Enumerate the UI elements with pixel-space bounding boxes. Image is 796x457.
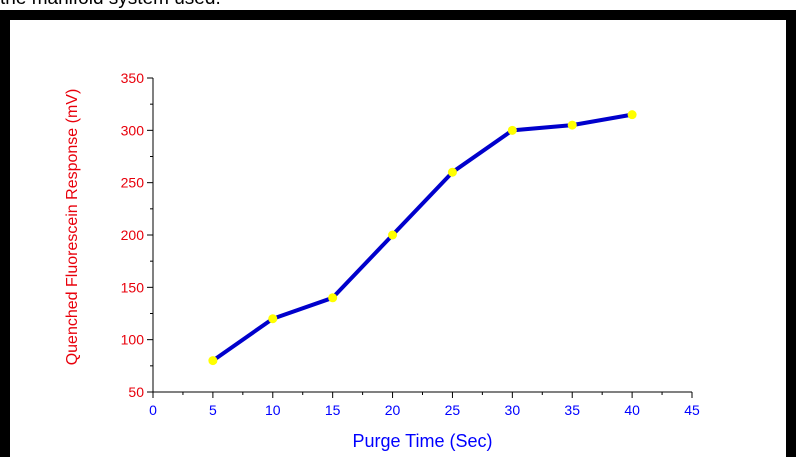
y-tick-label: 150 [121, 279, 145, 295]
figure-caption-fragment: the manifold system used. [0, 0, 221, 10]
y-tick-label: 200 [121, 227, 145, 243]
x-tick-label: 10 [265, 402, 281, 418]
x-axis-title: Purge Time (Sec) [352, 431, 492, 451]
x-tick-label: 35 [564, 402, 580, 418]
data-points [208, 110, 637, 366]
y-axis-title: Quenched Fluorescein Response (mV) [64, 89, 81, 366]
data-point [328, 293, 338, 303]
data-point [567, 120, 577, 130]
x-tick-label: 15 [325, 402, 341, 418]
data-point [627, 110, 637, 120]
y-tick-label: 250 [121, 175, 145, 191]
x-tick-label: 40 [624, 402, 640, 418]
tick-labels: 0 5 10 15 20 25 30 35 40 45 50 100 150 200 250 300 350 [121, 70, 700, 418]
series-line [210, 112, 635, 363]
chart-frame: 0 5 10 15 20 25 30 35 40 45 50 100 150 200 250 300 350 P… [0, 10, 796, 457]
line-chart: 0 5 10 15 20 25 30 35 40 45 50 100 150 200 250 300 350 P… [64, 70, 700, 451]
x-tick-label: 20 [385, 402, 401, 418]
x-tick-label: 5 [209, 402, 217, 418]
y-tick-label: 50 [128, 384, 144, 400]
x-tick-label: 25 [445, 402, 461, 418]
y-tick-label: 350 [121, 70, 145, 86]
x-tick-label: 0 [149, 402, 157, 418]
data-point [507, 125, 517, 135]
x-tick-label: 30 [505, 402, 521, 418]
tick-marks [147, 77, 693, 398]
y-tick-label: 300 [121, 122, 145, 138]
data-point [268, 314, 278, 324]
x-tick-label: 45 [684, 402, 700, 418]
y-tick-label: 100 [121, 332, 145, 348]
data-point [388, 230, 398, 240]
chart-panel: 0 5 10 15 20 25 30 35 40 45 50 100 150 200 250 300 350 P… [10, 20, 786, 457]
data-point [208, 356, 218, 366]
data-point [447, 167, 457, 177]
data-series [210, 112, 635, 363]
